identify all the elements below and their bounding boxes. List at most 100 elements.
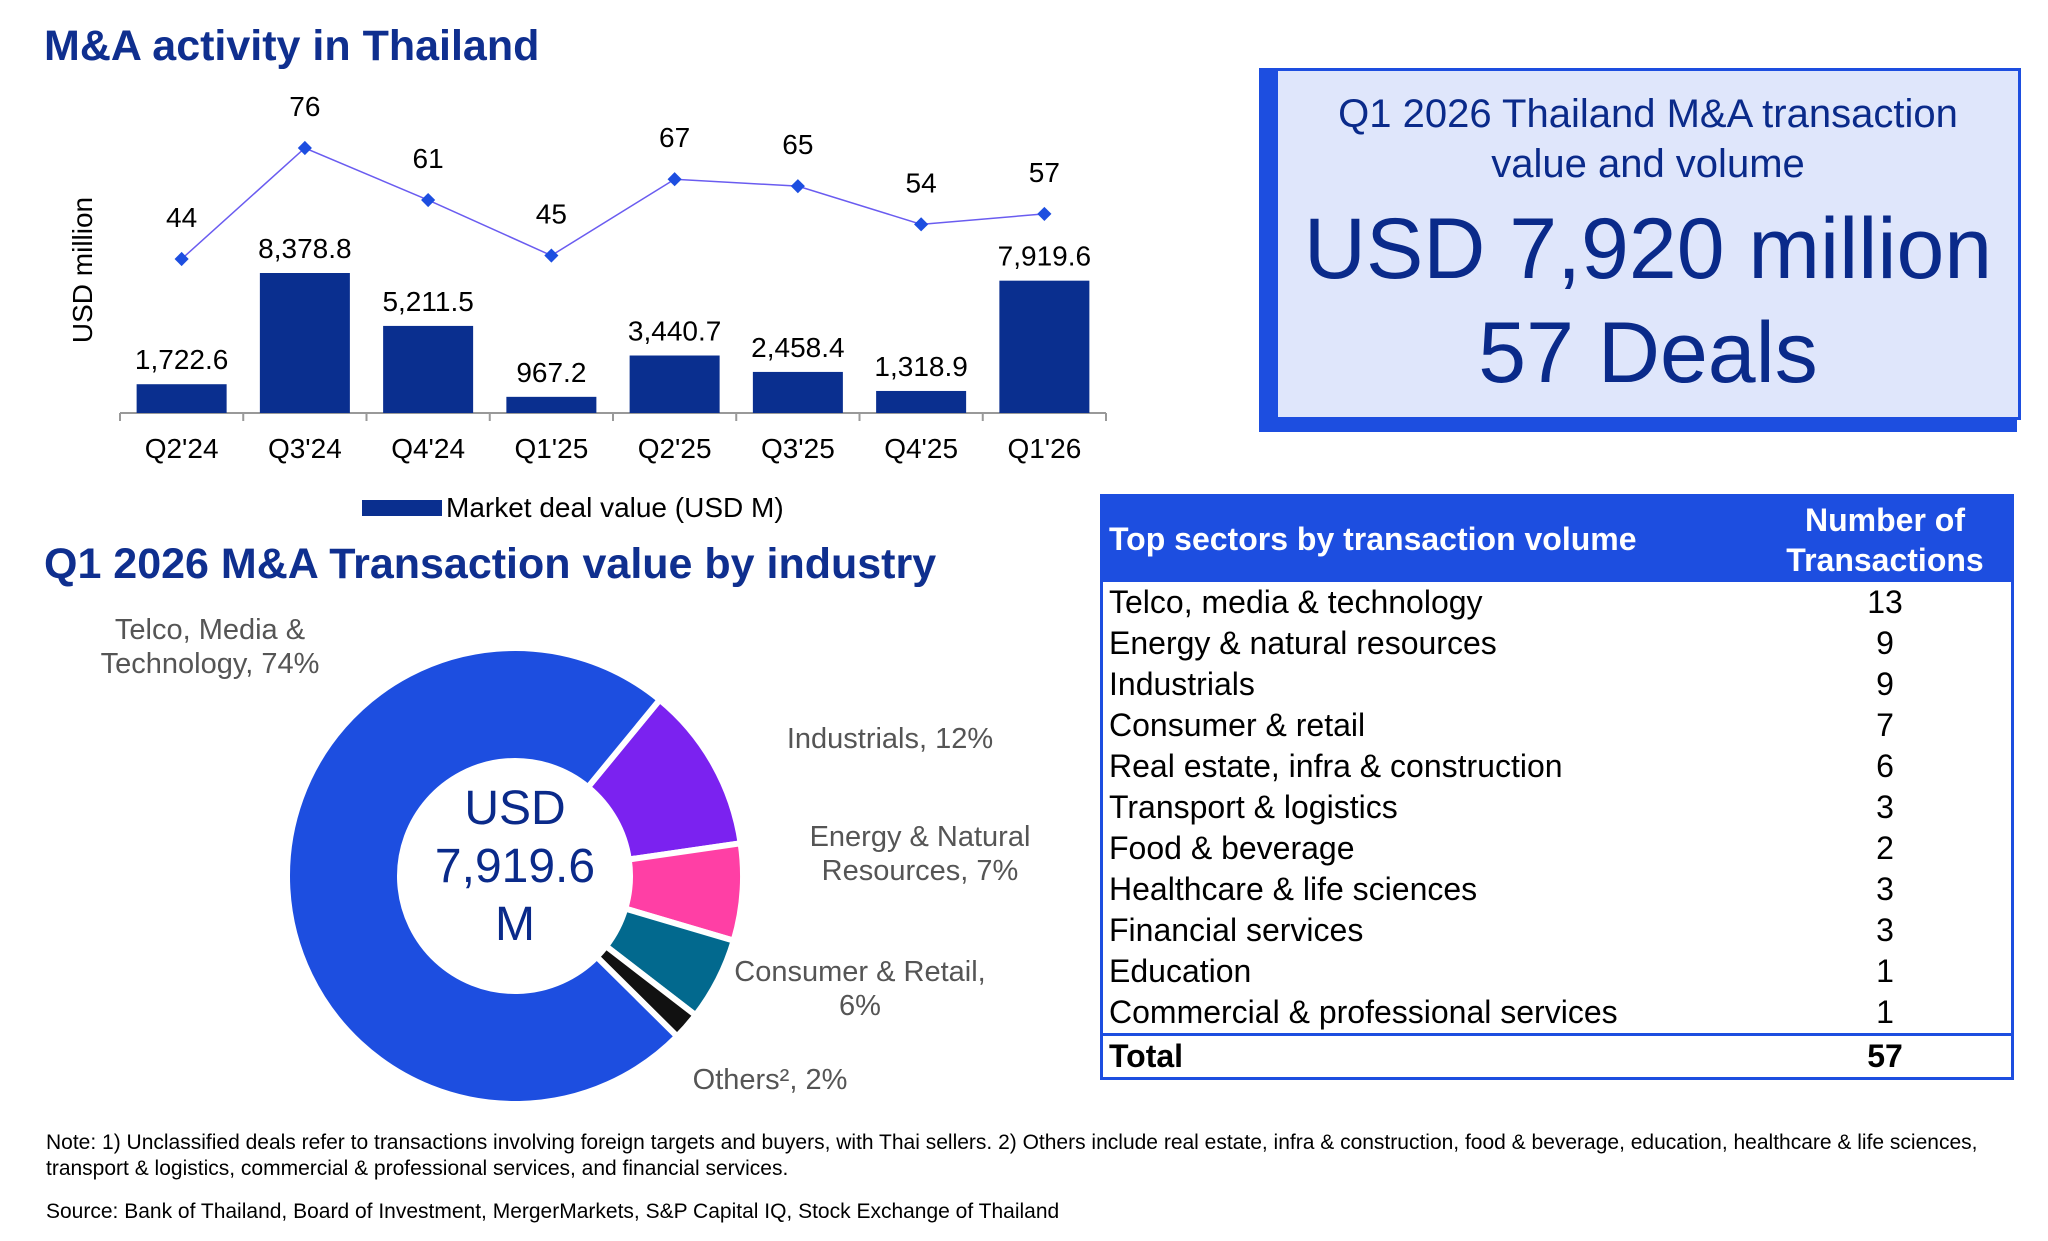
deal-count-point: [790, 179, 805, 194]
bar-value-label: 1,722.6: [135, 344, 228, 375]
table-row: Telco, media & technology 13: [1102, 582, 2013, 623]
sector-cell: Telco, media & technology: [1109, 584, 1483, 620]
sector-cell: Commercial & professional services: [1109, 994, 1618, 1030]
slice-label-telco: Telco, Media & Technology, 74%: [90, 613, 330, 681]
sector-cell: Healthcare & life sciences: [1109, 871, 1478, 907]
count-cell: 9: [1876, 666, 1894, 702]
count-cell: 3: [1876, 789, 1894, 825]
deal-count-label: 45: [536, 199, 567, 230]
bar: [506, 396, 597, 413]
count-cell: 7: [1876, 707, 1894, 743]
page-title: M&A activity in Thailand: [44, 22, 540, 70]
table-row: Energy & natural resources 9: [1102, 623, 2013, 664]
source-note: Source: Bank of Thailand, Board of Inves…: [46, 1200, 1060, 1223]
bar-value-label: 967.2: [516, 357, 586, 388]
table-row: Commercial & professional services 1: [1102, 992, 2013, 1035]
legend-label: Market deal value (USD M): [446, 492, 784, 523]
donut-center-text: USD 7,919.6 M: [405, 780, 625, 954]
deal-count-label: 67: [659, 122, 690, 153]
deal-count-label: 65: [782, 129, 813, 160]
bar: [999, 280, 1090, 413]
slice-label-consumer: Consumer & Retail, 6%: [725, 955, 995, 1023]
bar-value-label: 2,458.4: [751, 332, 844, 363]
bar: [752, 371, 843, 413]
x-tick-label: Q1'26: [1007, 433, 1081, 464]
sector-cell: Transport & logistics: [1109, 789, 1398, 825]
table-header-row: Top sectors by transaction volume Number…: [1101, 495, 2013, 582]
deal-count-line: [181, 147, 1045, 260]
headline-value: USD 7,920 million: [1303, 201, 1993, 297]
header-sector: Top sectors by transaction volume: [1101, 495, 1759, 582]
count-cell: 3: [1876, 871, 1894, 907]
sector-cell: Food & beverage: [1109, 830, 1355, 866]
x-tick-label: Q2'25: [638, 433, 712, 464]
bar-value-label: 8,378.8: [258, 233, 351, 264]
sector-cell: Energy & natural resources: [1109, 625, 1497, 661]
x-tick-label: Q3'24: [268, 433, 342, 464]
header-count-line: Transactions: [1786, 541, 1984, 578]
bar: [259, 273, 350, 413]
headline-subtitle: Q1 2026 Thailand M&A transaction value a…: [1338, 92, 1958, 186]
count-cell: 1: [1876, 953, 1894, 989]
bar-value-label: 7,919.6: [998, 241, 1091, 272]
table-row: Financial services 3: [1102, 910, 2013, 951]
slice-label-line: 6%: [839, 990, 881, 1022]
bar: [383, 325, 474, 413]
deal-count-label: 76: [289, 91, 320, 122]
deal-count-point: [174, 251, 189, 267]
deal-count-point: [421, 192, 436, 208]
headline-box: Q1 2026 Thailand M&A transaction value a…: [1275, 68, 2021, 420]
legend-swatch: [362, 500, 442, 516]
x-tick-label: Q4'25: [884, 433, 958, 464]
deal-count-point: [1037, 206, 1052, 221]
total-label: Total: [1101, 1033, 1759, 1079]
sector-table: Top sectors by transaction volume Number…: [1100, 494, 2014, 1080]
slice-label-line: Others², 2%: [692, 1064, 848, 1096]
slice-label-line: Telco, Media &: [114, 614, 306, 646]
slice-label-line: Technology, 74%: [100, 648, 320, 680]
table-row: Education 1: [1102, 951, 2013, 992]
deal-count-point: [297, 140, 312, 156]
slice-label-line: Energy & Natural: [809, 821, 1031, 853]
x-tick-label: Q3'25: [761, 433, 835, 464]
sector-cell: Industrials: [1109, 666, 1255, 702]
slice-label-line: Consumer & Retail,: [734, 956, 986, 988]
donut-center-line: M: [495, 898, 535, 951]
table-row: Consumer & retail 7: [1102, 705, 2013, 746]
chart-legend: Market deal value (USD M): [362, 492, 784, 524]
bar: [136, 384, 227, 413]
x-tick-label: Q2'24: [145, 433, 219, 464]
deal-count-label: 57: [1029, 157, 1060, 188]
count-cell: 1: [1876, 994, 1894, 1030]
count-cell: 9: [1876, 625, 1894, 661]
x-tick-label: Q1'25: [514, 433, 588, 464]
count-cell: 3: [1876, 912, 1894, 948]
sector-cell: Education: [1109, 953, 1252, 989]
industry-donut-chart: [284, 645, 746, 1107]
sector-cell: Real estate, infra & construction: [1109, 748, 1563, 784]
table-row: Real estate, infra & construction 6: [1102, 746, 2013, 787]
table-row: Healthcare & life sciences 3: [1102, 869, 2013, 910]
deal-count-label: 54: [906, 167, 937, 198]
deal-count-point: [544, 248, 559, 263]
bar-value-label: 5,211.5: [382, 286, 473, 317]
bar-value-label: 3,440.7: [628, 316, 721, 347]
donut-title: Q1 2026 M&A Transaction value by industr…: [44, 540, 937, 588]
donut-center-line: USD: [464, 782, 566, 835]
donut-center-line: 7,919.6: [434, 840, 596, 893]
bar: [629, 355, 720, 413]
bar-value-label: 1,318.9: [874, 351, 967, 382]
deal-count-point: [914, 217, 929, 232]
deal-count-point: [667, 172, 682, 187]
slice-label-industrials: Industrials, 12%: [770, 722, 1010, 756]
count-cell: 13: [1867, 584, 1903, 620]
total-value: 57: [1759, 1033, 2013, 1079]
slice-label-line: Resources, 7%: [821, 855, 1019, 887]
count-cell: 2: [1876, 830, 1894, 866]
sector-cell: Consumer & retail: [1109, 707, 1366, 743]
header-count: Number of Transactions: [1759, 495, 2013, 582]
footnote: Note: 1) Unclassified deals refer to tra…: [46, 1131, 1978, 1180]
slice-label-others: Others², 2%: [670, 1063, 870, 1097]
table-total-row: Total 57: [1101, 1033, 2013, 1079]
sector-cell: Financial services: [1109, 912, 1364, 948]
